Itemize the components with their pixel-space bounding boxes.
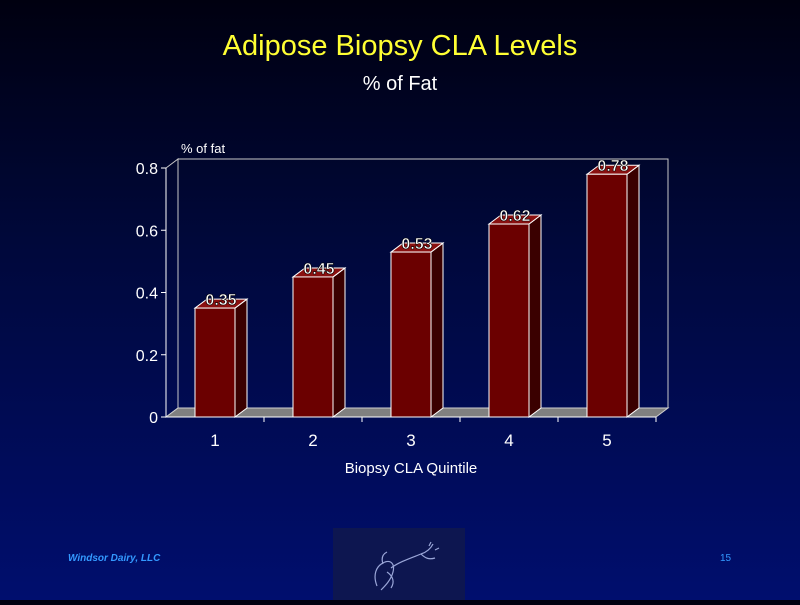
y-tick-label: 0.2 (136, 348, 158, 365)
bar-side-3 (430, 242, 444, 418)
bar-4 (488, 223, 530, 418)
data-label-3: 0.53 (401, 236, 432, 253)
x-tick-label: 2 (308, 431, 317, 450)
bar-side-4 (528, 214, 542, 418)
y-axis-title: % of fat (181, 141, 225, 156)
data-label-2: 0.45 (303, 261, 334, 278)
x-tick-label: 5 (602, 431, 611, 450)
x-axis-title: Biopsy CLA Quintile (345, 460, 478, 477)
side-wall (165, 158, 179, 418)
bar-side-1 (234, 298, 248, 418)
y-tick-label: 0.8 (136, 161, 158, 178)
footer-company: Windsor Dairy, LLC (68, 553, 161, 564)
y-tick-label: 0.6 (136, 223, 158, 240)
bar-side-2 (332, 266, 346, 418)
slide-subtitle: % of Fat (362, 73, 438, 95)
x-tick-label: 3 (406, 431, 415, 450)
page-number: 15 (720, 553, 732, 564)
data-label-4: 0.62 (499, 208, 530, 225)
cow-logo-icon (333, 528, 465, 600)
bar-3 (390, 251, 432, 418)
y-tick-label: 0.4 (136, 286, 158, 303)
bar-side-5 (626, 164, 640, 418)
y-tick-label: 0 (149, 410, 158, 427)
bar-1 (194, 307, 236, 418)
bar-5 (586, 173, 628, 418)
x-tick-label: 1 (210, 431, 219, 450)
data-label-5: 0.78 (597, 158, 628, 175)
data-label-1: 0.35 (205, 292, 236, 309)
bar-2 (292, 276, 334, 418)
x-tick-label: 4 (504, 431, 513, 450)
slide-title: Adipose Biopsy CLA Levels (222, 30, 578, 62)
